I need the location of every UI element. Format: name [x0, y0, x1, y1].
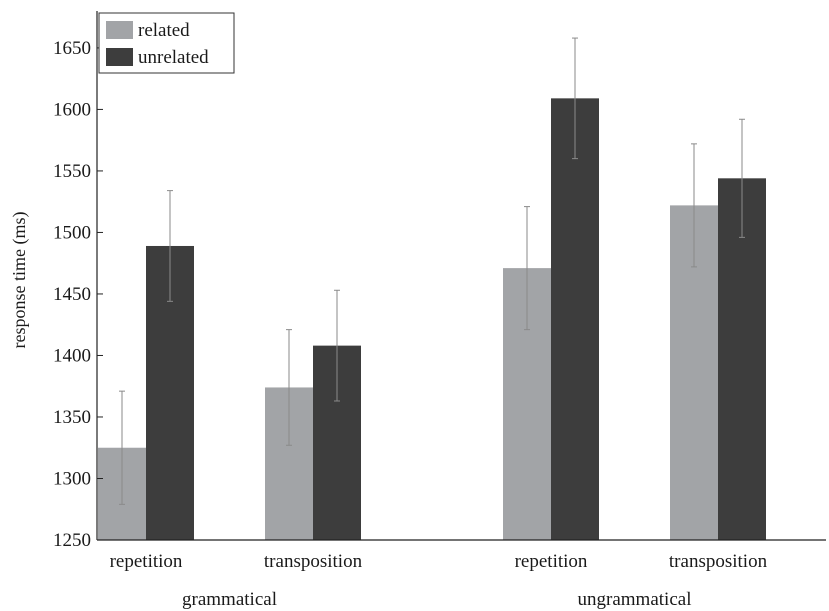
y-axis-title: response time (ms) [9, 212, 30, 349]
labels-layer: 1250 1300 1350 1400 1450 1500 1550 1600 1650 repe… [53, 38, 768, 610]
legend-label-related: related [138, 20, 190, 41]
y-tick-label-6: 1550 [53, 161, 91, 182]
axes-layer [96, 11, 826, 541]
legend: related unrelated [98, 12, 235, 74]
bar-unrelated-3 [718, 178, 766, 540]
y-tick-label-1: 1300 [53, 468, 91, 489]
error-bars-layer [119, 37, 745, 505]
y-tick-label-5: 1500 [53, 222, 91, 243]
bars-layer [98, 98, 766, 541]
legend-swatch-unrelated [106, 48, 133, 66]
x-category-label-3: transposition [669, 551, 768, 572]
x-group-label-1: ungrammatical [578, 589, 692, 610]
x-category-label-1: transposition [264, 551, 363, 572]
x-category-label-2: repetition [515, 551, 588, 572]
y-tick-label-4: 1450 [53, 284, 91, 305]
x-category-label-0: repetition [110, 551, 183, 572]
x-group-label-0: grammatical [182, 589, 277, 610]
y-tick-label-2: 1350 [53, 407, 91, 428]
y-tick-label-7: 1600 [53, 99, 91, 120]
y-tick-label-3: 1400 [53, 345, 91, 366]
bar-unrelated-2 [551, 98, 599, 541]
y-tick-label-8: 1650 [53, 38, 91, 59]
y-tick-label-0: 1250 [53, 530, 91, 551]
legend-swatch-related [106, 21, 133, 39]
legend-label-unrelated: unrelated [138, 47, 209, 68]
